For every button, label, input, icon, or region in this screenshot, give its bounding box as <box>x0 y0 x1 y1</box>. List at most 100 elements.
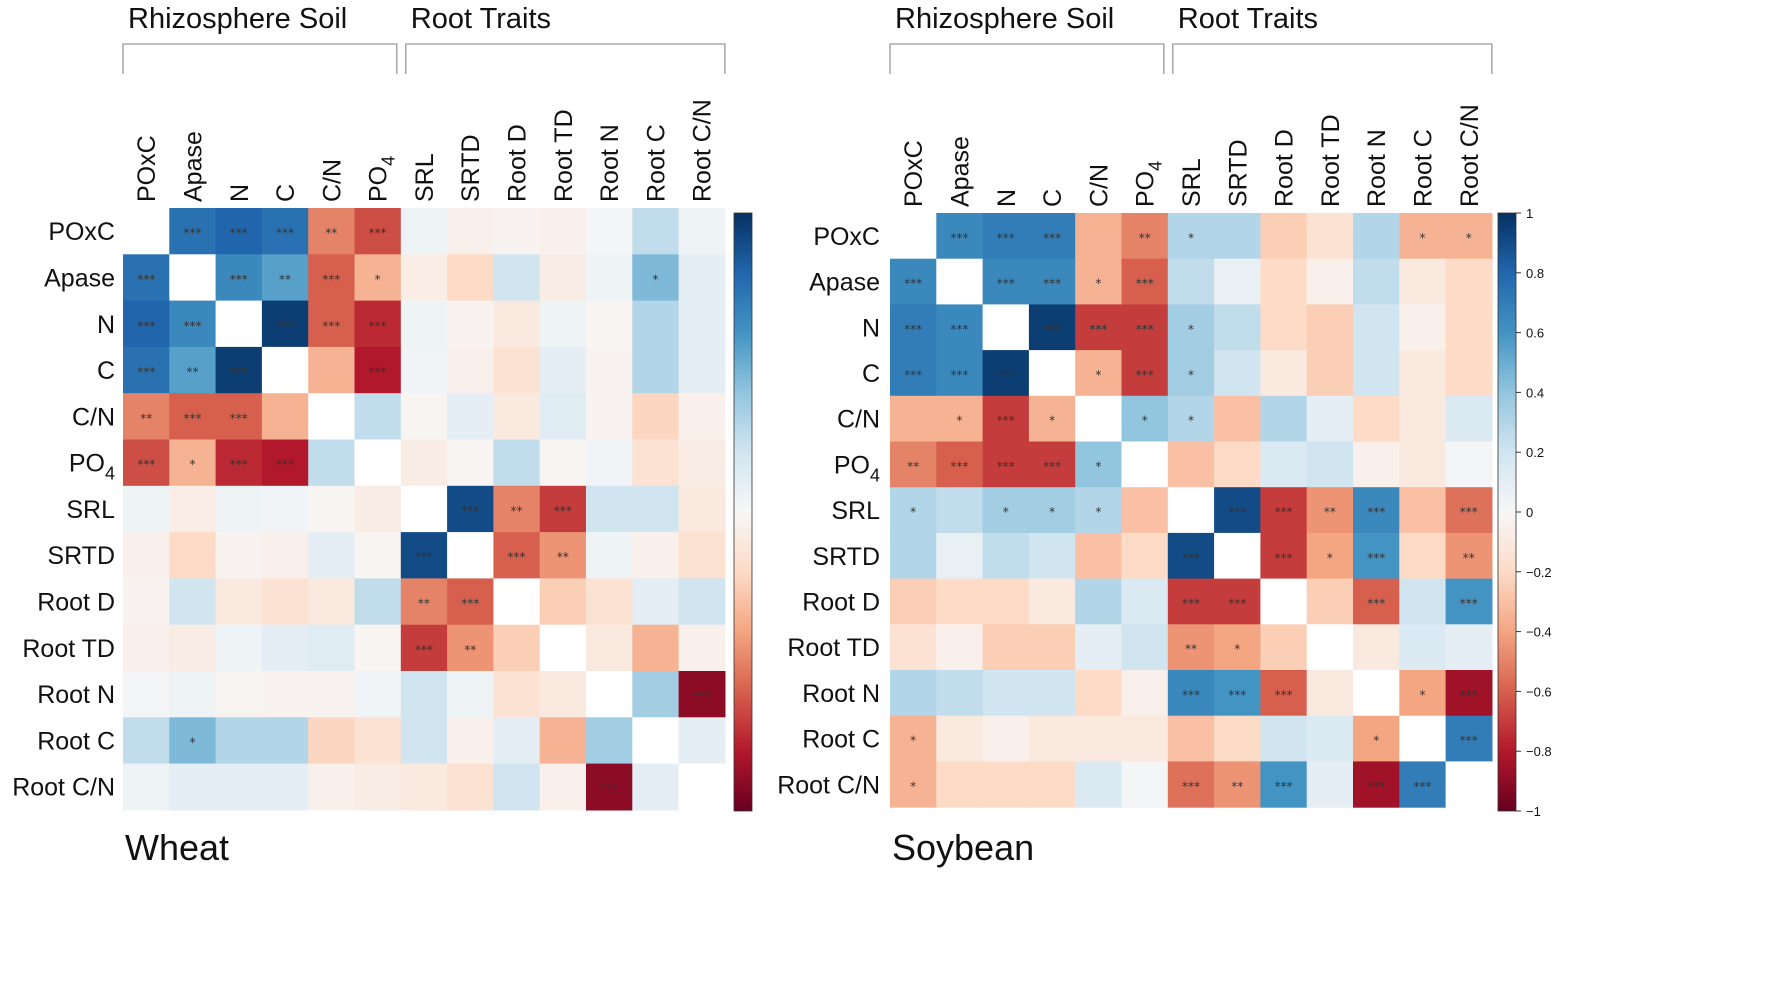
heatmap-cell <box>215 532 263 579</box>
heatmap-cell <box>678 763 726 811</box>
heatmap-cell <box>261 346 309 394</box>
row-label: SRTD <box>812 543 880 571</box>
significance-marker: * <box>1095 368 1101 382</box>
heatmap-cell <box>447 763 494 811</box>
heatmap-cell <box>215 393 263 441</box>
heatmap-cell <box>678 532 726 579</box>
heatmap-cell <box>1399 670 1447 717</box>
significance-marker: ** <box>279 272 291 286</box>
significance-marker: *** <box>1367 779 1385 793</box>
heatmap-cell <box>493 485 541 533</box>
significance-marker: *** <box>461 504 479 518</box>
significance-marker: *** <box>1367 505 1385 519</box>
heatmap-cell <box>632 300 680 348</box>
significance-marker: * <box>1095 277 1101 291</box>
column-label: Root D <box>1271 129 1299 207</box>
row-label: Root C <box>802 726 880 754</box>
heatmap-cell <box>1028 304 1076 351</box>
heatmap-cell <box>1445 395 1493 443</box>
heatmap-cell <box>400 578 448 626</box>
heatmap-cell <box>493 532 541 579</box>
heatmap-cell <box>1075 487 1123 534</box>
heatmap-cell <box>1167 578 1215 625</box>
significance-marker: *** <box>950 368 968 382</box>
heatmap-cell <box>169 624 217 672</box>
heatmap-cell <box>936 532 984 580</box>
colorbar-tick-label: −1 <box>1526 804 1541 819</box>
heatmap-cell <box>215 439 263 487</box>
heatmap-cell <box>1353 624 1400 671</box>
heatmap-cell <box>1445 715 1493 762</box>
significance-marker: *** <box>1182 551 1200 565</box>
row-label: Root C/N <box>777 771 880 799</box>
heatmap-cell <box>1353 304 1400 351</box>
heatmap-cell <box>586 439 633 487</box>
row-label: Apase <box>809 269 880 297</box>
heatmap-cell <box>1445 258 1493 305</box>
heatmap-cell <box>1028 532 1076 580</box>
heatmap-cell <box>539 532 587 579</box>
heatmap-cell <box>1214 715 1261 762</box>
group-bracket <box>405 43 726 74</box>
significance-marker: *** <box>508 550 526 564</box>
significance-marker: *** <box>1182 597 1200 611</box>
heatmap-cell <box>678 393 726 441</box>
significance-marker: * <box>1003 505 1009 519</box>
heatmap-cell <box>1445 532 1493 580</box>
colorbar-tick-label: −0.4 <box>1526 625 1552 640</box>
heatmap-cell <box>354 763 402 811</box>
significance-marker: * <box>910 505 916 519</box>
heatmap-cell <box>261 208 309 255</box>
heatmap-cell <box>400 624 448 672</box>
heatmap-cell <box>1214 350 1261 397</box>
group-label: Rhizosphere Soil <box>128 3 347 35</box>
heatmap-cell <box>1075 304 1123 351</box>
heatmap-cell <box>1260 487 1308 534</box>
significance-marker: * <box>1373 734 1379 748</box>
heatmap-cell <box>447 532 494 579</box>
heatmap-cell <box>1075 624 1123 671</box>
significance-marker: ** <box>418 597 430 611</box>
heatmap-cell <box>1260 441 1308 488</box>
heatmap-cell <box>539 671 587 718</box>
heatmap-cell <box>1121 258 1169 305</box>
heatmap-cell <box>1214 532 1261 580</box>
heatmap-cell <box>261 254 309 302</box>
heatmap-cell <box>1121 761 1169 808</box>
heatmap-cell <box>261 300 309 348</box>
heatmap-cell <box>539 300 587 348</box>
row-label: Root N <box>37 681 115 709</box>
heatmap-cell <box>215 346 263 394</box>
heatmap-cell <box>1214 578 1261 625</box>
heatmap-cell <box>1121 670 1169 717</box>
heatmap-cell <box>982 578 1030 625</box>
heatmap-cell <box>354 254 402 302</box>
significance-marker: * <box>1327 551 1333 565</box>
heatmap-cell <box>215 254 263 302</box>
heatmap-cell <box>632 346 680 394</box>
significance-marker: ** <box>1324 505 1336 519</box>
heatmap-cell <box>447 346 494 394</box>
heatmap-cell <box>539 763 587 811</box>
column-label: SRTD <box>457 134 485 202</box>
heatmap-cell <box>1075 258 1123 305</box>
heatmap-cell <box>1075 441 1123 488</box>
significance-marker: * <box>1188 368 1194 382</box>
heatmap-cell <box>354 300 402 348</box>
heatmap-cell <box>493 393 541 441</box>
colorbar-tick-label: −0.8 <box>1526 744 1552 759</box>
heatmap-cell <box>890 487 937 534</box>
heatmap-cell <box>890 258 937 305</box>
significance-marker: *** <box>230 365 248 379</box>
heatmap-cell <box>493 439 541 487</box>
heatmap-cell <box>1445 350 1493 397</box>
heatmap-cell <box>1260 350 1308 397</box>
heatmap-cell <box>586 208 633 255</box>
heatmap-cell <box>447 300 494 348</box>
significance-marker: * <box>1049 505 1055 519</box>
heatmap-cell <box>1399 213 1447 260</box>
heatmap-cell <box>1306 715 1354 762</box>
significance-marker: ** <box>325 226 337 240</box>
heatmap-cell <box>215 578 263 626</box>
heatmap-cell <box>1214 258 1261 305</box>
